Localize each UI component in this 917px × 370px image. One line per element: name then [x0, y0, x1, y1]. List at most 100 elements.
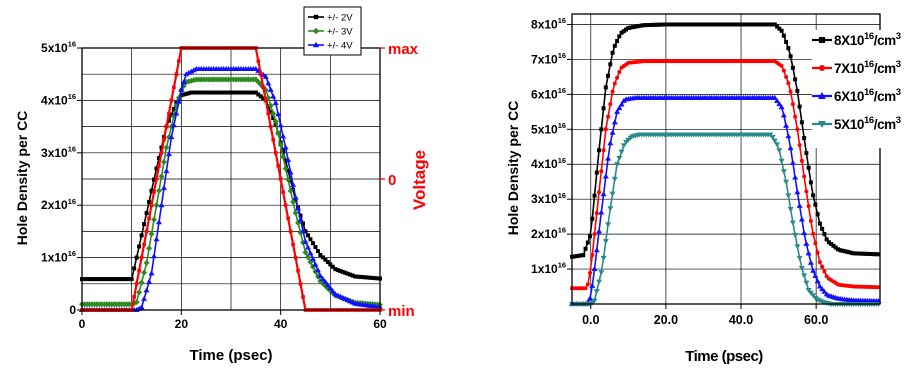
series-0-point: [330, 264, 335, 269]
series-0-point: [256, 92, 261, 97]
series-3-point: [620, 143, 627, 149]
series-0-point: [714, 22, 719, 27]
series-0: [570, 22, 881, 259]
right-chart-ticks: 0.0 20.0 40.0 60.0 1x1016 2x1016 3x1016 4x1016 5…: [531, 16, 828, 327]
series-1-point: [610, 89, 615, 94]
series-0-point: [599, 127, 604, 132]
series-2-point: [180, 79, 187, 85]
series-0-point: [853, 251, 858, 256]
series-0-point: [574, 254, 579, 259]
left-chart-x-axis-title: Time (psec): [189, 347, 272, 364]
series-2-point: [143, 287, 150, 293]
series-2-point: [317, 272, 324, 278]
series-0-point: [592, 193, 597, 198]
series-0-point: [581, 253, 586, 258]
series-0-point: [804, 151, 809, 156]
series-0-point: [606, 73, 611, 78]
series-0-point: [844, 249, 849, 254]
series-0-point: [752, 22, 757, 27]
series-3-point: [256, 59, 261, 63]
series-0-point: [219, 90, 224, 95]
series-2-point: [173, 110, 180, 116]
series-0-point: [313, 245, 318, 250]
series-0-point: [790, 65, 795, 70]
series-0-point: [353, 274, 358, 279]
series-0-point: [196, 90, 201, 95]
series-0-point: [201, 90, 206, 95]
series-1-point: [795, 127, 800, 132]
series-1-point: [160, 158, 167, 165]
series-3-point: [618, 149, 625, 155]
series-2-point: [287, 169, 294, 175]
series-2-point: [780, 112, 787, 118]
series-0-point: [355, 274, 360, 279]
series-0-point: [144, 211, 149, 216]
series-2-point: [185, 69, 192, 75]
right-chart-y-axis-title: Hole Density per CC: [505, 101, 521, 236]
legend-label: 6X1016/cm3: [834, 87, 901, 104]
series-2-point: [618, 101, 625, 107]
series-0-point: [653, 22, 658, 27]
series-2-point: [272, 100, 279, 106]
series-1-point: [143, 259, 150, 266]
series-1-point: [290, 198, 297, 205]
series-2-point: [792, 174, 799, 180]
series-0-point: [615, 39, 620, 44]
series-1-point: [292, 210, 299, 217]
series-2-point: [816, 283, 823, 289]
series-2-point: [614, 108, 621, 114]
series-3-point: [602, 239, 609, 245]
series-0-point: [315, 249, 320, 254]
series-0-point: [583, 246, 588, 251]
series-2-point: [591, 266, 598, 272]
series-2-point: [771, 94, 778, 100]
series-0-point: [862, 251, 867, 256]
series-0-point: [186, 91, 191, 96]
series-0-point: [348, 272, 353, 277]
series-0-point: [137, 244, 142, 249]
series-3-point: [801, 273, 808, 279]
right-chart: 0.0 20.0 40.0 60.0 1x1016 2x1016 3x1016 4x1016 5…: [505, 13, 917, 365]
series-2-point: [778, 104, 785, 110]
series-0-point: [268, 110, 273, 115]
series-0-point: [370, 275, 375, 280]
series-0-point: [802, 136, 807, 141]
series-1-point: [590, 253, 595, 258]
series-0-point: [308, 237, 313, 242]
series-0-point: [248, 90, 253, 95]
series-0-point: [375, 276, 380, 281]
series-3-line: [572, 133, 879, 305]
series-0-point: [678, 22, 683, 27]
series-0-point: [171, 106, 176, 111]
series-2-point: [138, 304, 145, 310]
series-0-point: [639, 23, 644, 28]
series-2-point: [290, 181, 297, 187]
x-tick-label: 0: [79, 317, 86, 331]
series-0-point: [142, 222, 147, 227]
series-0-point: [360, 275, 365, 280]
series-1-point: [815, 250, 820, 255]
series-3-point: [157, 164, 161, 168]
series-0-point: [777, 26, 782, 31]
series-2-point: [300, 227, 307, 233]
y2-tick-label: min: [388, 303, 415, 320]
series-0-point: [763, 22, 768, 27]
series-1-point: [155, 187, 162, 194]
series-2-point: [607, 140, 614, 146]
series-0-point: [283, 158, 288, 163]
series-3-point: [596, 279, 603, 285]
series-0-point: [241, 90, 246, 95]
series-2-point: [596, 228, 603, 234]
series-0-point: [698, 22, 703, 27]
series-0-point: [251, 90, 256, 95]
series-2-point: [605, 155, 612, 161]
series-2-point: [155, 219, 162, 225]
series-0-point: [772, 22, 777, 27]
series-0-point: [664, 22, 669, 27]
series-0-point: [585, 240, 590, 245]
series-3-point: [803, 280, 810, 286]
series-0-point: [687, 22, 692, 27]
series-0-point: [734, 22, 739, 27]
x-tick-label: 0.0: [582, 313, 599, 327]
series-0-point: [597, 148, 602, 153]
